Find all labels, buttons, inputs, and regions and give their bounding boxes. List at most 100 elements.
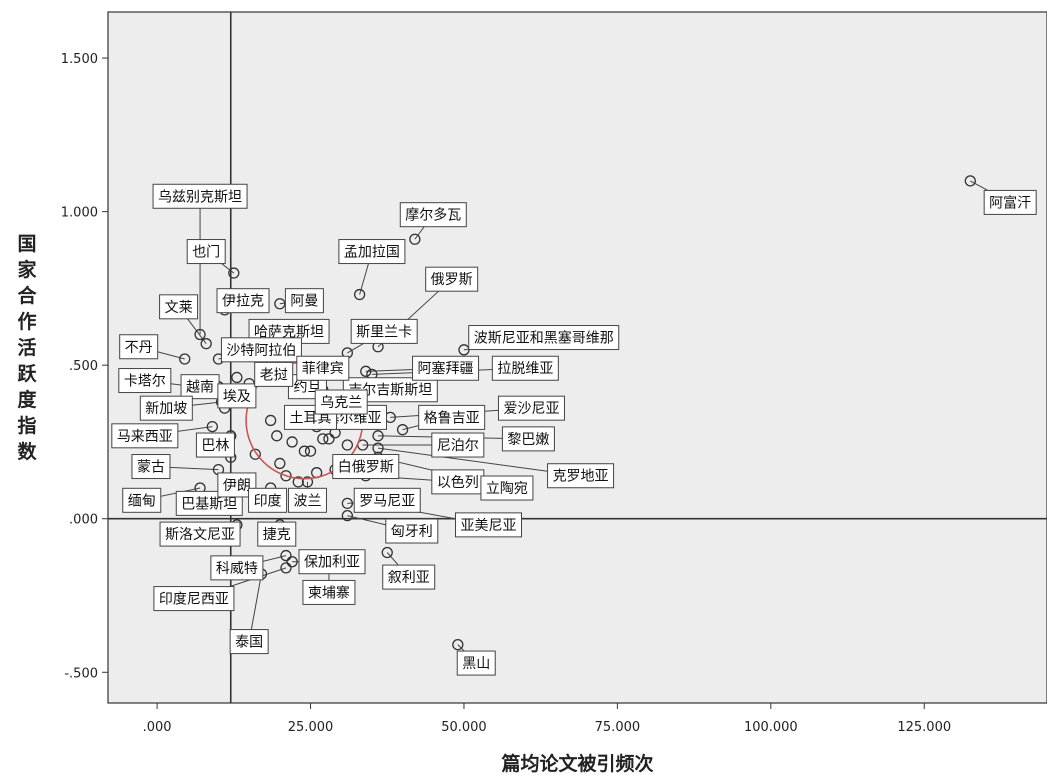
y-tick-label: .500 (69, 359, 98, 374)
y-axis-title-char: 数 (17, 440, 37, 463)
point-label: 斯洛文尼亚 (159, 521, 241, 547)
point-label: 沙特阿拉伯 (220, 337, 302, 363)
data-point-marker (353, 288, 366, 301)
data-point-marker (179, 353, 191, 365)
point-label: 白俄罗斯 (332, 454, 400, 480)
x-tick-label: 100.000 (744, 720, 798, 735)
point-label-text: 沙特阿拉伯 (226, 343, 296, 359)
x-axis-title: 篇均论文被引频次 (501, 752, 653, 775)
point-label-text: 蒙古 (137, 460, 165, 476)
point-label: 柬埔寨 (302, 579, 356, 605)
point-label-text: 约旦 (293, 380, 321, 396)
point-label-text: 亚美尼亚 (461, 518, 517, 534)
data-point-marker (274, 298, 286, 310)
data-point-marker (372, 442, 384, 454)
point-label-box (412, 355, 480, 381)
point-label-box (217, 383, 257, 409)
data-point-marker (286, 556, 298, 568)
y-axis-title-char: 家 (17, 258, 37, 281)
data-point-marker (341, 497, 354, 510)
point-label-box (229, 629, 269, 655)
point-label: 俄罗斯 (425, 266, 479, 292)
y-axis-title: 国家合作活跃度指数 (17, 233, 37, 463)
data-point-marker (396, 424, 409, 436)
point-label: 克罗地亚 (547, 463, 615, 489)
point-label-box (425, 266, 479, 292)
data-point-marker (409, 233, 421, 245)
point-label-box (257, 521, 297, 547)
point-label-box (455, 512, 523, 538)
axis-ticks (102, 57, 925, 709)
label-connector (377, 447, 581, 477)
point-label: 印度 (248, 487, 288, 513)
point-label-text: 马来西亚 (117, 429, 173, 445)
point-label-box (431, 432, 485, 458)
point-label: 不丹 (119, 334, 159, 360)
point-label-box (119, 334, 159, 360)
point-label-text: 也门 (192, 245, 220, 261)
point-label-text: 斯里兰卡 (356, 324, 412, 340)
point-label-text: 印度 (254, 493, 282, 509)
point-label-text: 黑山 (462, 656, 490, 672)
point-label-text: 泰国 (235, 635, 263, 651)
point-label: 孟加拉国 (338, 239, 406, 265)
x-tick-label: 125.000 (897, 720, 951, 735)
y-tick-labels: -.500 .000 .500 1.000 1.500 (61, 52, 98, 681)
y-axis-title-char: 作 (17, 310, 36, 333)
data-point-marker (286, 436, 298, 448)
data-point-marker (280, 549, 292, 562)
point-label: 乌克兰 (314, 389, 368, 415)
point-label-box (501, 426, 555, 452)
point-label-text: 尼泊尔 (437, 438, 479, 454)
point-label-text: 拉脱维亚 (497, 361, 553, 377)
x-tick-label: 50.000 (441, 720, 487, 735)
point-label-text: 爱沙尼亚 (503, 401, 559, 417)
point-label: 伊拉克 (216, 288, 270, 314)
point-label-box (284, 288, 324, 314)
point-label: 波兰 (287, 487, 327, 513)
point-label-text: 阿曼 (290, 294, 318, 310)
x-tick-label: 25.000 (288, 720, 334, 735)
point-label-box (248, 487, 288, 513)
point-label-text: 新加坡 (145, 401, 187, 417)
point-label-text: 科威特 (216, 561, 258, 577)
y-tick-label: 1.000 (61, 206, 98, 221)
point-label-text: 巴基斯坦 (181, 495, 237, 512)
point-label-text: 波斯尼亚和黑塞哥维那 (474, 330, 614, 347)
point-label: 印度尼西亚 (153, 586, 235, 612)
data-point-marker (280, 562, 292, 574)
y-tick-label: 1.500 (61, 52, 98, 67)
point-label: 巴林 (195, 432, 235, 458)
point-label: 立陶宛 (480, 475, 534, 501)
point-label-box (131, 454, 171, 480)
point-label-box (418, 404, 486, 430)
point-label: 埃及 (217, 383, 257, 409)
data-point-marker (194, 328, 206, 341)
point-label-box (122, 487, 162, 513)
point-label: 阿富汗 (983, 189, 1037, 215)
data-point-marker (301, 476, 314, 488)
data-point-marker (452, 638, 464, 651)
point-label-text: 以色列 (437, 474, 479, 491)
point-label-box (254, 361, 294, 387)
point-label-box (159, 294, 199, 320)
x-tick-label: .000 (143, 720, 172, 735)
y-tick-label: .000 (69, 513, 98, 528)
point-label-text: 叙利亚 (388, 569, 430, 586)
y-tick-label: -.500 (64, 666, 98, 681)
point-label-box (287, 487, 327, 513)
point-label: 格鲁吉亚 (418, 404, 486, 430)
point-label: 阿曼 (284, 288, 324, 314)
point-label-box (153, 586, 235, 612)
point-label: 拉脱维亚 (491, 355, 559, 381)
point-label-box (298, 549, 366, 575)
point-label-text: 俄罗斯 (431, 272, 473, 288)
point-label-text: 保加利亚 (304, 555, 360, 571)
data-point-marker (280, 470, 292, 482)
point-label: 新加坡 (139, 395, 193, 421)
point-label-box (332, 454, 400, 480)
point-label-box (296, 355, 350, 381)
point-label-text: 印度尼西亚 (159, 592, 229, 608)
point-label: 菲律宾 (296, 355, 350, 381)
